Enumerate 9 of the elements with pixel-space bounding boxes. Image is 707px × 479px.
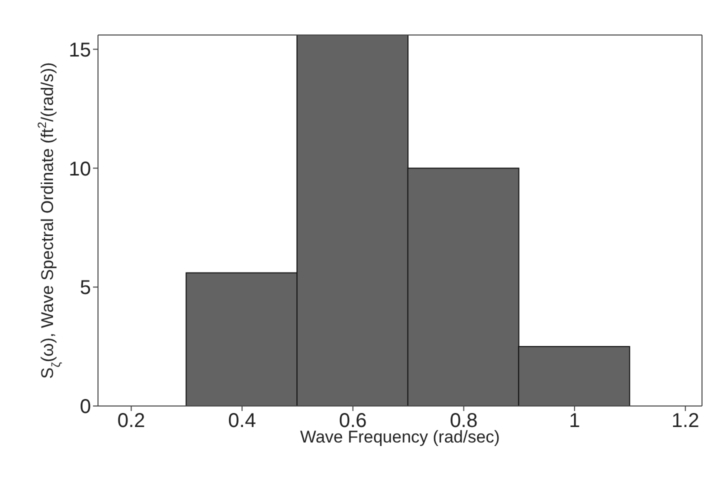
y-tick-label: 10	[68, 158, 91, 180]
y-tick-label: 15	[68, 39, 91, 62]
x-tick-label: 0.4	[228, 410, 256, 432]
x-tick-label: 1.2	[671, 410, 700, 432]
y-tick-label: 5	[80, 277, 91, 300]
y-tick-label: 0	[80, 396, 91, 418]
x-tick-label: 1	[568, 410, 580, 432]
x-axis-title: Wave Frequency (rad/sec)	[300, 428, 500, 446]
x-tick-label: 0.2	[117, 410, 146, 432]
